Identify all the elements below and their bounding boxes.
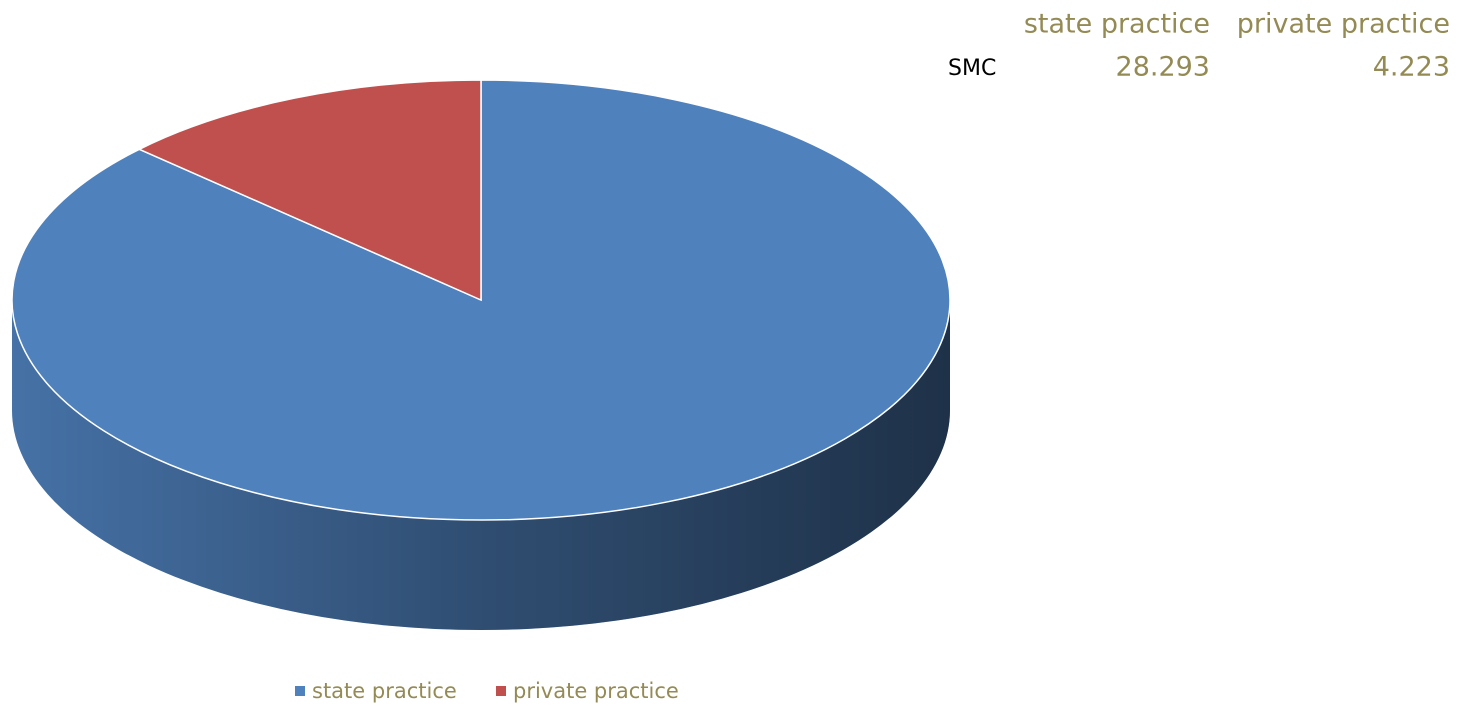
table-value: 4.223 xyxy=(1373,52,1450,83)
table-header: state practice xyxy=(1024,9,1210,40)
table-header: private practice xyxy=(1237,9,1450,40)
slice xyxy=(137,79,482,302)
legend-swatch xyxy=(295,686,305,696)
table-value: 28.293 xyxy=(1116,52,1210,83)
side-shade xyxy=(12,300,950,630)
table-row-label: SMC xyxy=(948,56,996,81)
legend-label: private practice xyxy=(513,679,679,703)
legend-swatch xyxy=(496,686,506,696)
legend-label: state practice xyxy=(312,679,457,703)
